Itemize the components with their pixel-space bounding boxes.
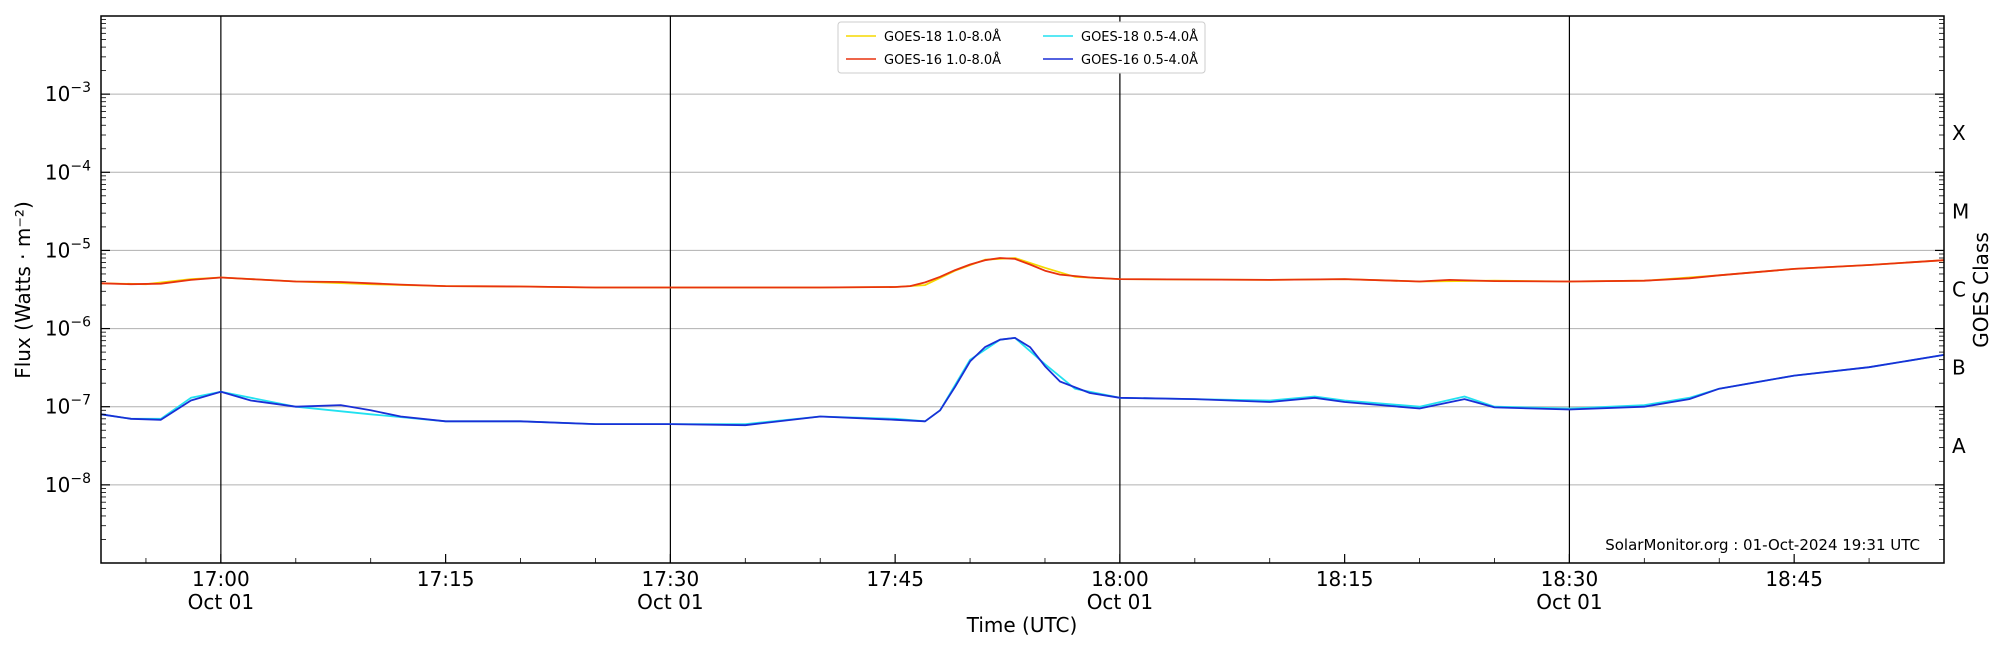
goes-class-label: C xyxy=(1952,278,1966,302)
y-tick-label: 10−5 xyxy=(45,236,91,262)
legend-box xyxy=(837,21,1206,74)
y-axis-label: Flux (Watts · m⁻²) xyxy=(11,201,35,379)
x-tick-label: 18:45 xyxy=(1765,567,1823,591)
goes-class-label: M xyxy=(1952,199,1969,223)
y-tick-base: 10 xyxy=(45,317,70,341)
x-tick-label: 18:15 xyxy=(1316,567,1374,591)
y2-axis-label: GOES Class xyxy=(1969,232,1993,348)
y-tick-base: 10 xyxy=(45,160,70,184)
y-tick-exponent: −7 xyxy=(70,393,91,409)
x-tick-label: 17:30 xyxy=(642,567,700,591)
y-tick-label: 10−6 xyxy=(45,315,91,341)
x-axis-label: Time (UTC) xyxy=(966,613,1078,637)
x-tick-date-label: Oct 01 xyxy=(188,590,254,614)
y-tick-exponent: −6 xyxy=(70,315,91,331)
y-tick-base: 10 xyxy=(45,82,70,106)
x-tick-date-label: Oct 01 xyxy=(1087,590,1153,614)
y-axis-ticks: 10−810−710−610−510−410−3 xyxy=(45,19,1944,540)
y-tick-label: 10−4 xyxy=(45,158,91,184)
x-tick-label: 18:00 xyxy=(1091,567,1149,591)
legend-label: GOES-16 0.5-4.0Å xyxy=(1081,52,1198,68)
y-tick-label: 10−7 xyxy=(45,393,91,419)
y-tick-exponent: −3 xyxy=(70,80,91,96)
legend-label: GOES-18 1.0-8.0Å xyxy=(884,29,1001,45)
x-tick-label: 17:15 xyxy=(417,567,475,591)
x-tick-date-label: Oct 01 xyxy=(1536,590,1602,614)
y-tick-exponent: −8 xyxy=(70,471,91,487)
legend-label: GOES-16 1.0-8.0Å xyxy=(884,52,1001,68)
goes-class-labels: A B C M X xyxy=(1952,121,1969,458)
y-tick-base: 10 xyxy=(45,473,70,497)
series-line-3 xyxy=(100,336,1945,427)
legend-label: GOES-18 0.5-4.0Å xyxy=(1081,29,1198,45)
major-time-lines xyxy=(220,16,1571,563)
y-tick-base: 10 xyxy=(45,238,70,262)
grid-layer xyxy=(101,93,1944,486)
credit-text: SolarMonitor.org : 01-Oct-2024 19:31 UTC xyxy=(1605,536,1920,554)
goes-class-label: X xyxy=(1952,121,1966,145)
x-tick-label: 17:45 xyxy=(866,567,924,591)
goes-class-label: A xyxy=(1952,434,1966,458)
y-tick-label: 10−3 xyxy=(45,80,91,106)
y-tick-exponent: −4 xyxy=(70,158,91,174)
series-line-1 xyxy=(100,257,1945,289)
x-tick-label: 17:00 xyxy=(192,567,250,591)
y-tick-exponent: −5 xyxy=(70,236,91,252)
plot-frame xyxy=(100,15,1945,564)
x-tick-date-label: Oct 01 xyxy=(637,590,703,614)
y-tick-label: 10−8 xyxy=(45,471,91,497)
x-tick-label: 18:30 xyxy=(1541,567,1599,591)
legend: GOES-18 1.0-8.0Å GOES-18 0.5-4.0Å GOES-16 … xyxy=(837,21,1206,74)
y-tick-base: 10 xyxy=(45,395,70,419)
series-layer xyxy=(100,257,1945,427)
goes-class-label: B xyxy=(1952,356,1966,380)
